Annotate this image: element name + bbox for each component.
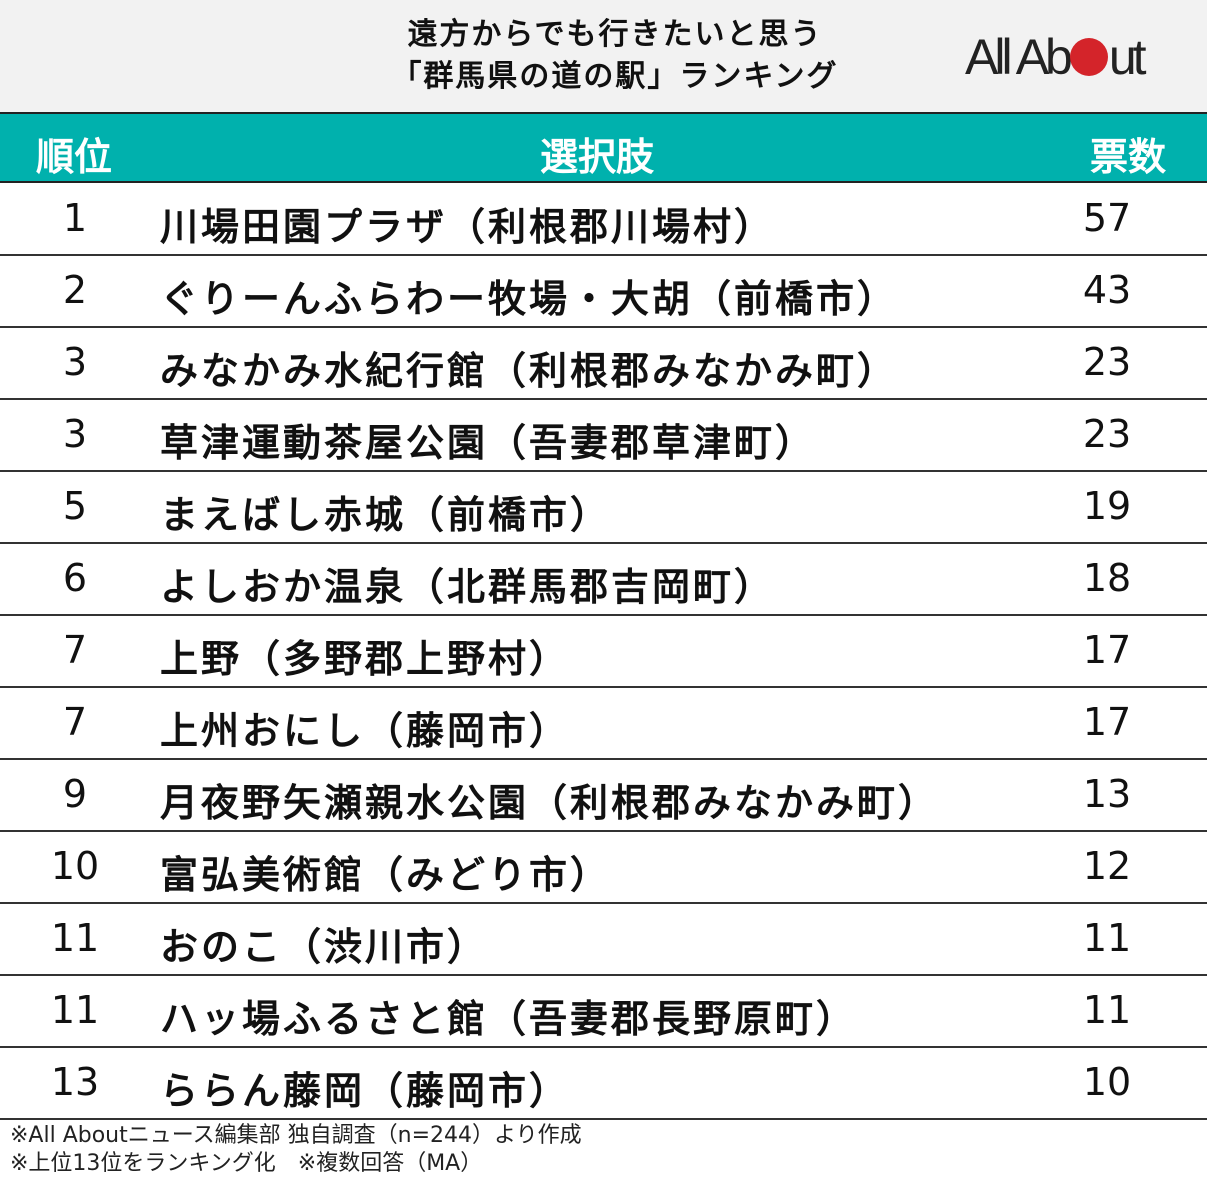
footnotes: ※All Aboutニュース編集部 独自調査（n=244）より作成 ※上位13位… [10, 1122, 582, 1178]
rank-cell: 3 [62, 412, 88, 456]
header-votes: 票数 [1090, 135, 1167, 179]
choice-cell: 富弘美術館（みどり市） [160, 853, 612, 897]
title-line-2: 「群馬県の道の駅」ランキング [391, 59, 839, 94]
choice-cell: ハッ場ふるさと館（吾妻郡長野原町） [160, 997, 858, 1041]
footnote-method: ※上位13位をランキング化 ※複数回答（MA） [10, 1151, 483, 1176]
all-about-logo: All Ab ut [965, 29, 1147, 85]
header-rank: 順位 [36, 135, 113, 179]
rank-cell: 2 [62, 268, 88, 312]
votes-cell: 19 [1082, 484, 1132, 528]
table-row: 11 ハッ場ふるさと館（吾妻郡長野原町） 11 [0, 976, 1207, 1048]
logo-dot-icon [1069, 38, 1108, 76]
choice-cell: ぐりーんふらわー牧場・大胡（前橋市） [160, 277, 899, 321]
table-row: 6 よしおか温泉（北群馬郡吉岡町） 18 [0, 544, 1207, 616]
table-row: 3 草津運動茶屋公園（吾妻郡草津町） 23 [0, 400, 1207, 472]
votes-cell: 11 [1082, 988, 1132, 1032]
chart-title: 遠方からでも行きたいと思う 「群馬県の道の駅」ランキング [300, 14, 930, 98]
rank-cell: 11 [50, 916, 100, 960]
votes-cell: 43 [1082, 268, 1132, 312]
rank-cell: 6 [62, 556, 88, 600]
table-row: 13 ららん藤岡（藤岡市） 10 [0, 1048, 1207, 1120]
votes-cell: 23 [1082, 412, 1132, 456]
rank-cell: 7 [62, 628, 88, 672]
table-row: 5 まえばし赤城（前橋市） 19 [0, 472, 1207, 544]
footnote-source: ※All Aboutニュース編集部 独自調査（n=244）より作成 [10, 1123, 582, 1148]
table-body: 1 川場田園プラザ（利根郡川場村） 57 2 ぐりーんふらわー牧場・大胡（前橋市） 43 3… [0, 184, 1207, 1120]
table-row: 7 上州おにし（藤岡市） 17 [0, 688, 1207, 760]
choice-cell: 川場田園プラザ（利根郡川場村） [160, 205, 776, 249]
rank-cell: 10 [50, 844, 100, 888]
votes-cell: 11 [1082, 916, 1132, 960]
table-row: 9 月夜野矢瀬親水公園（利根郡みなかみ町） 13 [0, 760, 1207, 832]
votes-cell: 23 [1082, 340, 1132, 384]
votes-cell: 17 [1082, 700, 1132, 744]
votes-cell: 10 [1082, 1060, 1132, 1104]
votes-cell: 17 [1082, 628, 1132, 672]
choice-cell: まえばし赤城（前橋市） [160, 493, 612, 537]
choice-cell: おのこ（渋川市） [160, 925, 489, 969]
rank-cell: 9 [62, 772, 88, 816]
rank-cell: 1 [62, 196, 88, 240]
rank-cell: 13 [50, 1060, 100, 1104]
table-row: 1 川場田園プラザ（利根郡川場村） 57 [0, 184, 1207, 256]
votes-cell: 18 [1082, 556, 1132, 600]
table-row: 10 富弘美術館（みどり市） 12 [0, 832, 1207, 904]
choice-cell: ららん藤岡（藤岡市） [160, 1069, 571, 1113]
title-line-1: 遠方からでも行きたいと思う [407, 17, 823, 52]
choice-cell: 上州おにし（藤岡市） [160, 709, 571, 753]
votes-cell: 57 [1082, 196, 1132, 240]
header-choice: 選択肢 [540, 135, 655, 179]
choice-cell: みなかみ水紀行館（利根郡みなかみ町） [160, 349, 899, 393]
rank-cell: 5 [62, 484, 88, 528]
table-row: 3 みなかみ水紀行館（利根郡みなかみ町） 23 [0, 328, 1207, 400]
title-area: 遠方からでも行きたいと思う 「群馬県の道の駅」ランキング All Ab ut [0, 0, 1207, 112]
rank-cell: 7 [62, 700, 88, 744]
choice-cell: 草津運動茶屋公園（吾妻郡草津町） [160, 421, 817, 465]
table-row: 7 上野（多野郡上野村） 17 [0, 616, 1207, 688]
choice-cell: よしおか温泉（北群馬郡吉岡町） [160, 565, 776, 609]
table-header: 順位 選択肢 票数 [0, 112, 1207, 183]
rank-cell: 11 [50, 988, 100, 1032]
table-row: 2 ぐりーんふらわー牧場・大胡（前橋市） 43 [0, 256, 1207, 328]
votes-cell: 13 [1082, 772, 1132, 816]
choice-cell: 月夜野矢瀬親水公園（利根郡みなかみ町） [160, 781, 940, 825]
choice-cell: 上野（多野郡上野村） [160, 637, 571, 681]
table-row: 11 おのこ（渋川市） 11 [0, 904, 1207, 976]
rank-cell: 3 [62, 340, 88, 384]
votes-cell: 12 [1082, 844, 1132, 888]
